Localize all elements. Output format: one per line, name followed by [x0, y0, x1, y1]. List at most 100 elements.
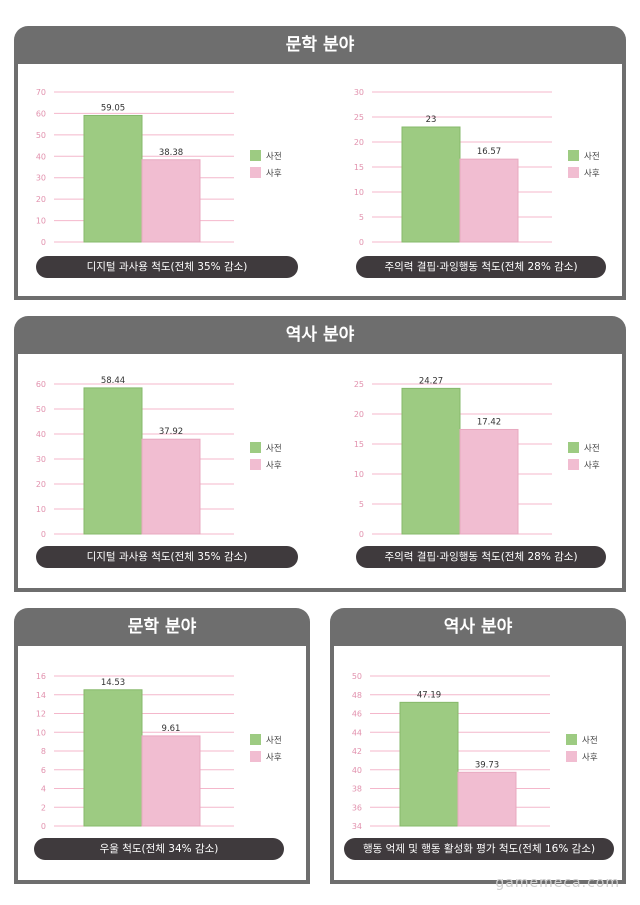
y-tick-label: 15	[354, 440, 364, 449]
bar-value-label: 59.05	[101, 103, 125, 113]
y-tick-label: 14	[36, 691, 46, 700]
y-tick-label: 40	[36, 430, 46, 439]
legend-swatch-after	[566, 751, 577, 762]
y-tick-label: 38	[352, 785, 362, 794]
legend-swatch-after	[250, 751, 261, 762]
chart-caption: 주의력 결핍·과잉행동 척도(전체 28% 감소)	[356, 256, 606, 278]
y-tick-label: 8	[41, 747, 46, 756]
y-tick-label: 20	[36, 480, 46, 489]
panel-title: 문학 분야	[285, 35, 355, 55]
y-tick-label: 0	[359, 238, 364, 247]
panel-title: 문학 분야	[127, 617, 197, 637]
y-tick-label: 42	[352, 747, 362, 756]
y-tick-label: 12	[36, 710, 46, 719]
bar-value-label: 16.57	[477, 147, 501, 157]
chart-bis-bas-history: 34 36 38 40 42 44 46 48 50 47.19 39.73 사전 사후 행동 억제 및…	[338, 656, 620, 868]
legend-swatch-before	[566, 734, 577, 745]
bar-value-label: 37.92	[159, 427, 183, 437]
bar-after	[141, 735, 201, 827]
legend-label-before: 사전	[582, 735, 598, 746]
bar-after	[459, 428, 519, 535]
bar-after	[141, 159, 201, 243]
y-tick-label: 34	[352, 822, 362, 831]
y-tick-label: 48	[352, 691, 362, 700]
legend-label-after: 사후	[266, 753, 282, 763]
bar-value-label: 58.44	[101, 376, 125, 386]
legend-label-before: 사전	[266, 443, 282, 454]
legend-label-after: 사후	[584, 169, 600, 179]
bar-before	[83, 387, 143, 535]
legend-swatch-after	[250, 167, 261, 178]
y-tick-label: 36	[352, 803, 362, 812]
y-tick-label: 10	[36, 728, 46, 737]
y-tick-label: 10	[354, 188, 364, 197]
bar-before	[83, 689, 143, 827]
y-tick-label: 4	[41, 785, 46, 794]
bar-value-label: 24.27	[419, 376, 443, 386]
legend-label-after: 사후	[584, 461, 600, 471]
y-tick-label: 6	[41, 766, 46, 775]
chart-adhd-literature: 0 5 10 15 20 25 30 23 16.57 사전 사후 주의력 결핍·과잉행동 척도(전…	[340, 72, 620, 282]
y-tick-label: 16	[36, 672, 46, 681]
y-tick-label: 15	[354, 163, 364, 172]
y-tick-label: 20	[354, 410, 364, 419]
y-tick-label: 46	[352, 710, 362, 719]
y-tick-label: 50	[36, 405, 46, 414]
y-tick-label: 0	[41, 822, 46, 831]
bar-value-label: 39.73	[475, 760, 499, 770]
chart-caption: 우울 척도(전체 34% 감소)	[34, 838, 284, 860]
legend-swatch-before	[250, 442, 261, 453]
legend-swatch-after	[568, 459, 579, 470]
bar-before	[399, 701, 459, 827]
y-tick-label: 30	[354, 88, 364, 97]
bar-value-label: 38.38	[159, 148, 183, 158]
y-tick-label: 10	[36, 505, 46, 514]
legend-label-before: 사전	[584, 443, 600, 454]
panel-title: 역사 분야	[443, 617, 513, 637]
y-tick-label: 70	[36, 88, 46, 97]
watermark: gamemeca.com	[495, 875, 620, 891]
y-tick-label: 50	[36, 131, 46, 140]
bar-after	[459, 158, 519, 243]
y-tick-label: 40	[352, 766, 362, 775]
bar-value-label: 14.53	[101, 678, 125, 688]
legend-swatch-after	[250, 459, 261, 470]
bar-after	[457, 771, 517, 827]
y-tick-label: 10	[36, 217, 46, 226]
panel-title: 역사 분야	[285, 325, 355, 345]
y-tick-label: 5	[359, 500, 364, 509]
bar-before	[83, 114, 143, 243]
y-tick-label: 40	[36, 152, 46, 161]
legend-label-before: 사전	[266, 151, 282, 162]
y-tick-label: 60	[36, 380, 46, 389]
bar-value-label: 9.61	[162, 724, 181, 734]
legend-swatch-before	[568, 442, 579, 453]
y-tick-label: 20	[354, 138, 364, 147]
y-tick-label: 2	[41, 803, 46, 812]
y-tick-label: 60	[36, 109, 46, 118]
legend-label-after: 사후	[266, 169, 282, 179]
y-tick-label: 20	[36, 195, 46, 204]
bar-after	[141, 438, 201, 535]
legend-label-before: 사전	[266, 735, 282, 746]
chart-adhd-history: 0 5 10 15 20 25 24.27 17.42 사전 사후 주의력 결핍·과잉행동 척도(…	[340, 364, 620, 576]
y-tick-label: 44	[352, 728, 362, 737]
y-tick-label: 30	[36, 455, 46, 464]
legend-label-after: 사후	[266, 461, 282, 471]
chart-caption: 디지털 과사용 척도(전체 35% 감소)	[36, 256, 298, 278]
chart-digital-overuse-history: 0 10 20 30 40 50 60 58.44 37.92 사전 사후 디지털 과사용 척도(전…	[22, 364, 312, 576]
y-tick-label: 10	[354, 470, 364, 479]
chart-caption: 디지털 과사용 척도(전체 35% 감소)	[36, 546, 298, 568]
chart-digital-overuse-literature: 0 10 20 30 40 50 60 70 59.05 38.38 사전 사후 디지털 과사용 척도…	[22, 72, 312, 282]
y-tick-label: 30	[36, 174, 46, 183]
legend-swatch-before	[568, 150, 579, 161]
legend-swatch-after	[568, 167, 579, 178]
bar-value-label: 17.42	[477, 417, 501, 427]
